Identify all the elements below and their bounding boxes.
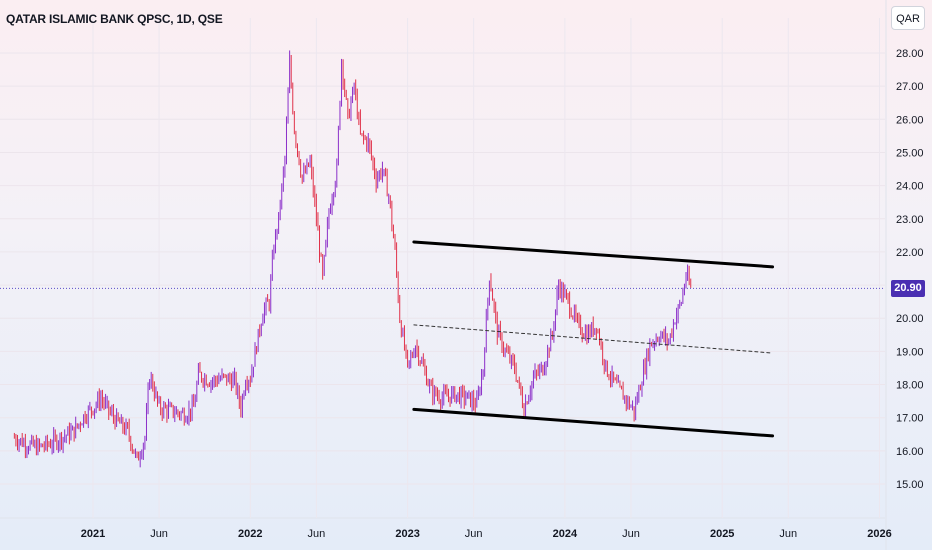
x-tick-label: Jun: [150, 528, 168, 540]
x-tick-label: 2022: [238, 528, 262, 540]
x-tick-label: Jun: [307, 528, 325, 540]
x-tick-label: Jun: [465, 528, 483, 540]
y-tick-label: 16.00: [896, 446, 924, 458]
channel-trendline: [412, 407, 775, 438]
y-tick-label: 26.00: [896, 114, 924, 126]
x-tick-label: 2026: [867, 528, 891, 540]
currency-button[interactable]: QAR: [891, 6, 925, 30]
y-tick-label: 25.00: [896, 147, 924, 159]
x-tick-label: 2025: [710, 528, 734, 540]
y-tick-label: 22.00: [896, 247, 924, 259]
x-tick-label: Jun: [779, 528, 797, 540]
y-tick-label: 19.00: [896, 346, 924, 358]
y-tick-label: 24.00: [896, 181, 924, 193]
x-tick-label: 2021: [81, 528, 105, 540]
y-tick-label: 17.00: [896, 413, 924, 425]
x-tick-label: Jun: [622, 528, 640, 540]
last-price-badge: 20.90: [891, 280, 925, 297]
channel-midline: [413, 324, 774, 354]
x-tick-label: 2024: [553, 528, 578, 540]
y-tick-label: 27.00: [896, 81, 924, 93]
y-tick-label: 18.00: [896, 380, 924, 392]
symbol-title: QATAR ISLAMIC BANK QPSC, 1D, QSE: [6, 12, 223, 26]
y-tick-label: 15.00: [896, 479, 924, 491]
x-tick-label: 2023: [395, 528, 419, 540]
y-tick-label: 20.00: [896, 313, 924, 325]
y-tick-label: 28.00: [896, 48, 924, 60]
channel-trendline: [412, 240, 775, 269]
y-tick-label: 23.00: [896, 214, 924, 226]
